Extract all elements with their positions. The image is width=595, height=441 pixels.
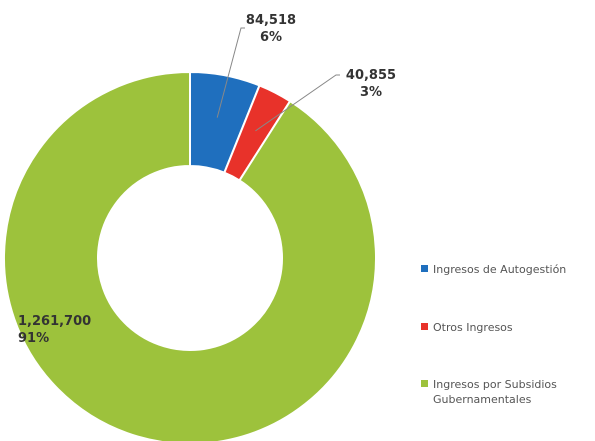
data-label-autogestion-percent: 6% bbox=[259, 30, 283, 45]
donut-slices bbox=[3, 70, 377, 441]
legend-label-subsidios-line2: Gubernamentales bbox=[433, 393, 532, 406]
legend-swatch-otros bbox=[421, 323, 428, 330]
data-label-autogestion-value: 84,518 bbox=[245, 13, 297, 28]
data-label-subsidios-percent: 91% bbox=[18, 331, 50, 346]
legend-swatch-autogestion bbox=[421, 265, 428, 272]
donut-slice-subsidios bbox=[3, 70, 377, 441]
legend-label-subsidios: Ingresos por Subsidios Gubernamentales bbox=[433, 377, 557, 407]
data-label-otros-percent: 3% bbox=[359, 85, 383, 100]
legend-swatch-subsidios bbox=[421, 380, 428, 387]
data-label-otros: 40,855 3% bbox=[336, 67, 406, 101]
leader-line-otros bbox=[255, 74, 340, 132]
data-label-subsidios-value: 1,261,700 bbox=[18, 314, 92, 329]
legend-item-subsidios: Ingresos por Subsidios Gubernamentales bbox=[421, 377, 557, 407]
data-label-autogestion: 84,518 6% bbox=[236, 12, 306, 46]
legend-label-subsidios-line1: Ingresos por Subsidios bbox=[433, 378, 557, 391]
leader-line-autogestion bbox=[216, 27, 245, 118]
legend-item-otros: Otros Ingresos bbox=[421, 320, 513, 335]
data-label-subsidios: 1,261,700 91% bbox=[18, 313, 118, 347]
leader-lines bbox=[216, 27, 340, 132]
data-label-otros-value: 40,855 bbox=[345, 68, 397, 83]
legend-item-autogestion: Ingresos de Autogestión bbox=[421, 262, 566, 277]
legend-label-autogestion: Ingresos de Autogestión bbox=[433, 263, 567, 276]
legend-label-otros: Otros Ingresos bbox=[433, 321, 513, 334]
